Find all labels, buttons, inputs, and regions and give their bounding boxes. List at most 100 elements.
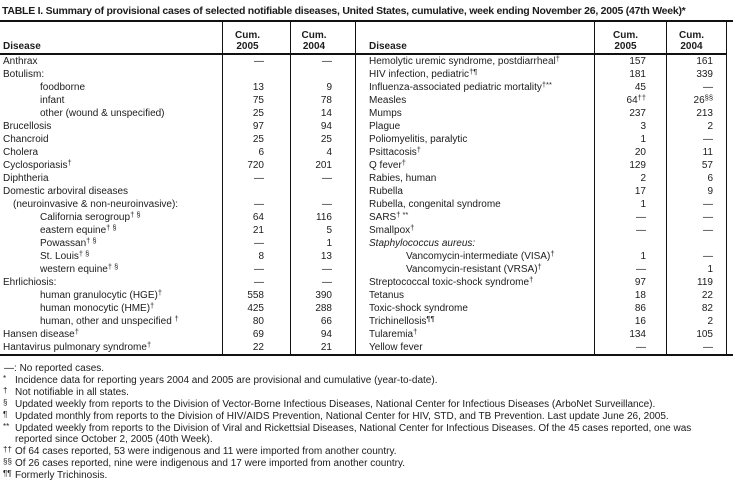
cum-2005-cell: — [222,198,290,211]
disease-cell: Hansen disease† [0,328,222,341]
disease-cell: Cyclosporiasis† [0,159,222,172]
cum-2004-cell: 2 [666,120,727,133]
value: — [703,212,713,223]
cum-2004-cell: — [666,81,727,94]
disease-cell: Hemolytic uremic syndrome, postdiarrheal… [355,55,594,68]
footnote-marker: † [146,341,152,349]
table-row: Cyclosporiasis† 720 201 Q fever† 129 57 [0,159,727,172]
cum-2004-cell: — [290,172,355,185]
footnote-marker: † [413,328,418,336]
cum-2005-cell: 45 [594,81,666,94]
header-disease-right: Disease [355,22,594,53]
value: 116 [316,212,332,223]
value: 80 [252,316,264,327]
cum-2005-cell: — [594,263,666,276]
cum-2005-cell: 20 [594,146,666,159]
disease-label: Hemolytic uremic syndrome, postdiarrheal [369,56,556,67]
summary-table: Disease Cum. 2005 Cum. 2004 Disease Cum.… [0,22,733,356]
disease-cell: SARS† ** [355,211,594,224]
header-year-label: 2004 [302,40,326,52]
disease-cell: Psittacosis† [355,146,594,159]
disease-label: Cyclosporiasis [3,160,68,171]
cum-2005-cell [222,185,290,198]
header-cum-label: Cum. [679,30,704,41]
disease-label: Staphylococcus aureus: [369,238,476,249]
table-header-row: Disease Cum. 2005 Cum. 2004 Disease Cum.… [0,22,727,55]
disease-cell: Tularemia† [355,328,594,341]
disease-label: Vancomycin-intermediate (VISA) [406,251,551,262]
value: — [322,199,332,210]
cum-2004-cell: 13 [290,250,355,263]
footnote-marker: † [555,55,560,63]
value: 13 [252,82,264,93]
disease-label: Powassan [40,238,87,249]
value: 237 [629,108,646,119]
footnote-marker: * [3,373,7,383]
disease-label: Vancomycin-resistant (VRSA) [406,264,538,275]
disease-cell: other (wound & unspecified) [0,107,222,120]
value: 161 [696,56,713,67]
disease-label: Yellow fever [369,342,423,353]
disease-label: St. Louis [40,251,79,262]
cum-2004-cell: 22 [666,289,727,302]
disease-cell: foodborne [0,81,222,94]
value: 9 [326,82,332,93]
cum-2005-cell [594,237,666,250]
disease-cell: Domestic arboviral diseases [0,185,222,198]
cum-2004-cell: 57 [666,159,727,172]
cum-2004-cell: 4 [290,146,355,159]
cum-2004-cell: 25 [290,133,355,146]
value: 17 [634,186,646,197]
footnote-marker: † [529,276,534,284]
cum-2005-cell: 64 [222,211,290,224]
footnote-line: —: No reported cases. [2,363,733,375]
disease-label: Botulism: [3,69,45,80]
disease-cell: Influenza-associated pediatric mortality… [355,81,594,94]
disease-label: Tularemia [369,329,414,340]
cum-2004-cell: — [666,341,727,354]
value: — [254,238,264,249]
cum-2004-cell: — [290,276,355,289]
footnote-text: Updated weekly from reports to the Divis… [15,398,656,410]
value: 57 [701,160,713,171]
disease-cell: Rabies, human [355,172,594,185]
table-row: foodborne 13 9 Influenza-associated pediatr… [0,81,727,94]
disease-label: human, other and unspecified [40,316,175,327]
cum-2005-cell: 75 [222,94,290,107]
footnote-text: Of 64 cases reported, 53 were indigenous… [15,446,397,458]
cum-2005-cell: 16 [594,315,666,328]
cum-2005-cell: — [222,237,290,250]
table-row: Diphtheria — — Rabies, human 2 6 [0,172,727,185]
disease-cell: Rubella, congenital syndrome [355,198,594,211]
cum-2004-cell: 201 [290,159,355,172]
footnote-marker: §§ [3,457,12,467]
value: — [254,199,264,210]
disease-label: infant [40,95,65,106]
value: 22 [252,342,264,353]
value: 1 [640,134,646,145]
value: 14 [320,108,332,119]
disease-cell: western equine† § [0,263,222,276]
disease-label: Ehrlichiosis: [3,277,57,288]
value: 94 [320,329,332,340]
table-row: Chancroid 25 25 Poliomyelitis, paralytic 1 — [0,133,727,146]
disease-label: Cholera [3,147,39,158]
value: 3 [640,121,646,132]
value: — [703,199,713,210]
cum-2004-cell: 6 [666,172,727,185]
cum-2004-cell: — [666,133,727,146]
value: 26 [693,95,705,106]
value: 558 [247,290,264,301]
footnote-marker: †† [3,445,12,455]
table-body: Anthrax — — Hemolytic uremic syndrome, post… [0,55,733,356]
value: 2 [640,173,646,184]
cum-2005-cell: 425 [222,302,290,315]
value: 75 [252,95,264,106]
table-row: Hansen disease† 69 94 Tularemia† 134 105 [0,328,727,341]
footnote-marker: ¶¶ [3,469,12,479]
cum-2004-cell: 105 [666,328,727,341]
disease-cell: Poliomyelitis, paralytic [355,133,594,146]
cum-2005-cell: 720 [222,159,290,172]
footnote-marker: § [3,397,8,407]
